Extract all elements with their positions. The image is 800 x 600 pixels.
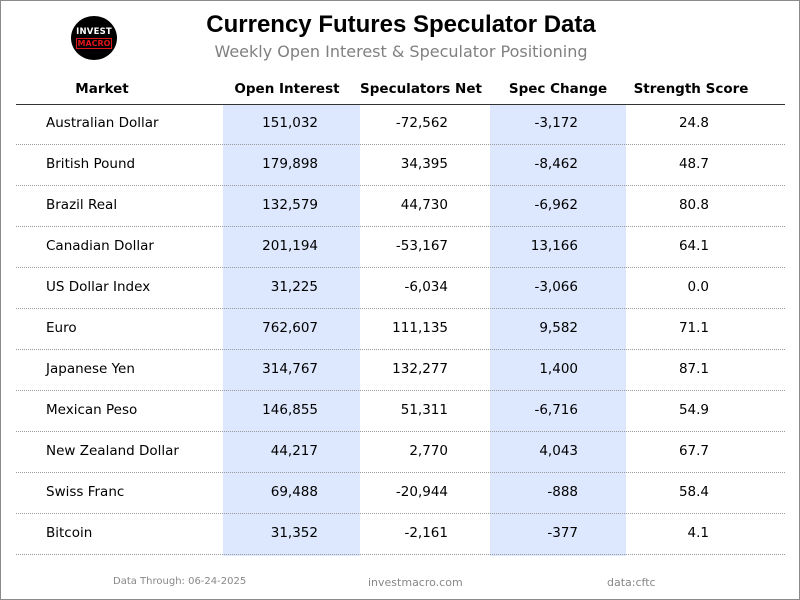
cell-market: Euro [46, 320, 77, 336]
table-row: Swiss Franc 69,488 -20,944 -888 58.4 [16, 473, 785, 514]
logo-text-bottom: MACRO [75, 38, 113, 49]
cell-spec-change: -8,462 [534, 156, 578, 172]
header-speculators-net: Speculators Net [360, 81, 482, 97]
cell-open-interest: 44,217 [270, 443, 318, 459]
cell-market: Mexican Peso [46, 402, 138, 418]
investmacro-logo: INVEST MACRO [71, 16, 117, 60]
cell-spec-change: -6,962 [534, 197, 578, 213]
cell-market: Brazil Real [46, 197, 118, 213]
cell-spec-change: -6,716 [534, 402, 578, 418]
cell-market: Australian Dollar [46, 115, 159, 131]
cell-speculators-net: -20,944 [395, 484, 448, 500]
cell-spec-change: -888 [547, 484, 578, 500]
footer-site: investmacro.com [368, 576, 463, 589]
cell-strength-score: 48.7 [678, 156, 709, 172]
cell-strength-score: 67.7 [678, 443, 709, 459]
header-strength-score: Strength Score [633, 81, 749, 97]
open-interest-column-highlight [223, 104, 360, 556]
table-row: Mexican Peso 146,855 51,311 -6,716 54.9 [16, 391, 785, 432]
cell-market: Bitcoin [46, 525, 93, 541]
cell-speculators-net: 132,277 [392, 361, 448, 377]
cell-speculators-net: 34,395 [400, 156, 448, 172]
cell-spec-change: 9,582 [539, 320, 578, 336]
cell-spec-change: -377 [547, 525, 578, 541]
table-row: New Zealand Dollar 44,217 2,770 4,043 67.7 [16, 432, 785, 473]
cell-strength-score: 54.9 [678, 402, 709, 418]
chart-title: Currency Futures Speculator Data [206, 11, 596, 38]
cell-speculators-net: -53,167 [395, 238, 448, 254]
footer-source: data:cftc [607, 576, 656, 589]
cell-strength-score: 24.8 [678, 115, 709, 131]
header-market: Market [75, 81, 129, 97]
cell-market: British Pound [46, 156, 136, 172]
cell-open-interest: 132,579 [262, 197, 318, 213]
cell-market: Canadian Dollar [46, 238, 154, 254]
cell-market: New Zealand Dollar [46, 443, 179, 459]
cell-strength-score: 80.8 [678, 197, 709, 213]
cell-open-interest: 31,352 [270, 525, 318, 541]
header-divider [16, 104, 785, 105]
cell-open-interest: 146,855 [262, 402, 318, 418]
cell-strength-score: 4.1 [687, 525, 709, 541]
table-row: Japanese Yen 314,767 132,277 1,400 87.1 [16, 350, 785, 391]
cell-open-interest: 201,194 [262, 238, 318, 254]
cell-spec-change: -3,066 [534, 279, 578, 295]
cell-speculators-net: -72,562 [395, 115, 448, 131]
cell-open-interest: 151,032 [262, 115, 318, 131]
cell-market: US Dollar Index [46, 279, 151, 295]
cell-open-interest: 69,488 [270, 484, 318, 500]
cell-speculators-net: 2,770 [409, 443, 448, 459]
cell-spec-change: 13,166 [530, 238, 578, 254]
cell-open-interest: 179,898 [262, 156, 318, 172]
table-row: British Pound 179,898 34,395 -8,462 48.7 [16, 145, 785, 186]
table-row: Bitcoin 31,352 -2,161 -377 4.1 [16, 514, 785, 555]
chart-subtitle: Weekly Open Interest & Speculator Positi… [214, 42, 588, 61]
cell-speculators-net: -2,161 [404, 525, 448, 541]
cell-open-interest: 314,767 [262, 361, 318, 377]
header-spec-change: Spec Change [508, 81, 608, 97]
cell-strength-score: 71.1 [678, 320, 709, 336]
header-open-interest: Open Interest [234, 81, 340, 97]
footer-data-through: Data Through: 06-24-2025 [113, 576, 247, 587]
cell-speculators-net: 51,311 [400, 402, 448, 418]
cell-strength-score: 87.1 [678, 361, 709, 377]
cell-market: Japanese Yen [46, 361, 135, 377]
cell-speculators-net: 44,730 [400, 197, 448, 213]
table-row: US Dollar Index 31,225 -6,034 -3,066 0.0 [16, 268, 785, 309]
cell-spec-change: -3,172 [534, 115, 578, 131]
data-table: Australian Dollar 151,032 -72,562 -3,172 24.… [16, 104, 785, 555]
logo-text-top: INVEST [76, 27, 112, 37]
cell-open-interest: 762,607 [262, 320, 318, 336]
spec-change-column-highlight [490, 104, 626, 556]
table-row: Canadian Dollar 201,194 -53,167 13,166 64.1 [16, 227, 785, 268]
cell-strength-score: 64.1 [678, 238, 709, 254]
cell-strength-score: 58.4 [678, 484, 709, 500]
table-row: Euro 762,607 111,135 9,582 71.1 [16, 309, 785, 350]
cell-open-interest: 31,225 [270, 279, 318, 295]
cell-strength-score: 0.0 [687, 279, 709, 295]
cell-spec-change: 4,043 [539, 443, 578, 459]
table-row: Australian Dollar 151,032 -72,562 -3,172 24.… [16, 104, 785, 145]
table-row: Brazil Real 132,579 44,730 -6,962 80.8 [16, 186, 785, 227]
cell-spec-change: 1,400 [539, 361, 578, 377]
cell-speculators-net: -6,034 [404, 279, 448, 295]
cell-speculators-net: 111,135 [392, 320, 448, 336]
cell-market: Swiss Franc [46, 484, 125, 500]
